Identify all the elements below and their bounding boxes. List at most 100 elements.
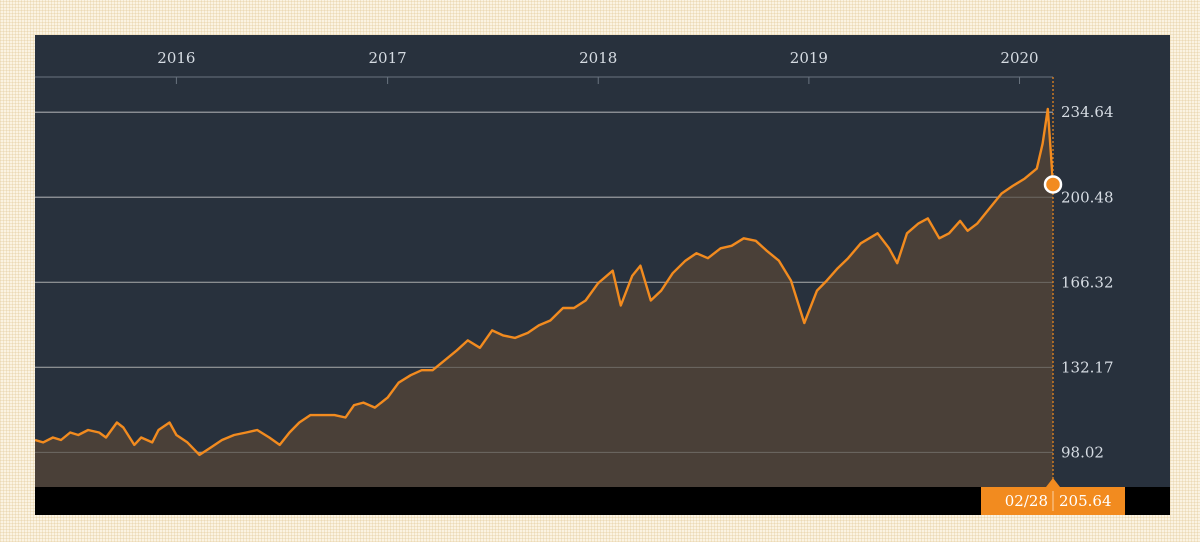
y-tick-label: 200.48 <box>1061 188 1114 206</box>
data-point <box>959 220 961 222</box>
data-point <box>927 217 929 219</box>
data-point <box>87 429 89 431</box>
data-point <box>140 436 142 438</box>
data-point <box>105 436 107 438</box>
data-point <box>549 319 551 321</box>
data-point <box>631 275 633 277</box>
data-point <box>168 421 170 423</box>
data-point <box>52 436 54 438</box>
x-tick-label: 2018 <box>579 49 617 67</box>
data-point <box>69 431 71 433</box>
bottom-bar <box>35 487 1170 515</box>
data-point <box>948 232 950 234</box>
data-point <box>790 279 792 281</box>
data-point <box>684 260 686 262</box>
data-point <box>573 307 575 309</box>
series-line <box>35 107 1053 457</box>
data-point <box>826 279 828 281</box>
current-value-label: 205.64 <box>1059 492 1112 510</box>
data-point <box>98 431 100 433</box>
series-area <box>35 108 1053 487</box>
data-point <box>650 299 652 301</box>
data-point <box>803 322 805 324</box>
data-point <box>151 441 153 443</box>
data-point <box>837 267 839 269</box>
data-point <box>612 270 614 272</box>
data-point <box>1041 143 1043 145</box>
data-point <box>888 247 890 249</box>
data-point <box>309 414 311 416</box>
data-point <box>988 207 990 209</box>
data-point <box>288 431 290 433</box>
data-point <box>672 272 674 274</box>
data-point <box>491 329 493 331</box>
y-tick-label: 234.64 <box>1061 103 1114 121</box>
data-point <box>122 426 124 428</box>
y-tick-label: 98.02 <box>1061 443 1104 461</box>
data-point <box>467 339 469 341</box>
data-point <box>527 332 529 334</box>
data-point <box>876 232 878 234</box>
data-point <box>860 242 862 244</box>
data-point <box>766 250 768 252</box>
data-point <box>719 247 721 249</box>
data-point <box>917 222 919 224</box>
data-point <box>344 416 346 418</box>
data-point <box>639 265 641 267</box>
data-point <box>233 434 235 436</box>
data-point <box>730 245 732 247</box>
y-axis: 98.02 132.17 166.32 200.48 234.64 <box>1061 103 1114 461</box>
data-point <box>279 444 281 446</box>
data-point <box>896 262 898 264</box>
data-point <box>938 237 940 239</box>
data-point <box>77 434 79 436</box>
data-point <box>42 441 44 443</box>
data-point <box>597 282 599 284</box>
data-point <box>175 434 177 436</box>
series-layer <box>35 107 1053 487</box>
data-point <box>374 406 376 408</box>
data-point <box>755 240 757 242</box>
data-point <box>186 441 188 443</box>
data-point <box>1047 108 1049 110</box>
badge-pointer <box>1046 478 1060 487</box>
x-tick-label: 2016 <box>157 49 195 67</box>
data-point <box>538 324 540 326</box>
data-point <box>321 414 323 416</box>
data-point <box>221 439 223 441</box>
data-point <box>268 436 270 438</box>
data-point <box>245 431 247 433</box>
data-point <box>386 396 388 398</box>
price-chart: 2016 2017 2018 2019 2020 98.02 132.17 166.32 20… <box>35 35 1170 515</box>
data-point <box>210 446 212 448</box>
data-point <box>707 257 709 259</box>
data-point <box>816 289 818 291</box>
data-point <box>133 444 135 446</box>
x-tick-label: 2017 <box>369 49 407 67</box>
data-point <box>976 222 978 224</box>
data-point <box>333 414 335 416</box>
data-point <box>743 237 745 239</box>
current-value-marker <box>1043 175 1063 194</box>
data-point <box>847 257 849 259</box>
y-tick-label: 132.17 <box>1061 358 1114 376</box>
y-tick-label: 166.32 <box>1061 273 1114 291</box>
data-point <box>298 421 300 423</box>
data-point <box>1024 177 1026 179</box>
data-point <box>584 299 586 301</box>
data-point <box>479 347 481 349</box>
data-point <box>502 334 504 336</box>
data-point <box>444 359 446 361</box>
data-point <box>431 369 433 371</box>
data-point <box>421 369 423 371</box>
data-point <box>514 337 516 339</box>
x-axis: 2016 2017 2018 2019 2020 <box>35 49 1053 84</box>
marker-layer: 02/28 205.64 <box>981 77 1125 515</box>
data-point <box>410 374 412 376</box>
data-point <box>116 421 118 423</box>
data-point <box>456 349 458 351</box>
x-tick-label: 2019 <box>790 49 828 67</box>
data-point <box>906 232 908 234</box>
data-point <box>353 404 355 406</box>
data-point <box>1011 185 1013 187</box>
